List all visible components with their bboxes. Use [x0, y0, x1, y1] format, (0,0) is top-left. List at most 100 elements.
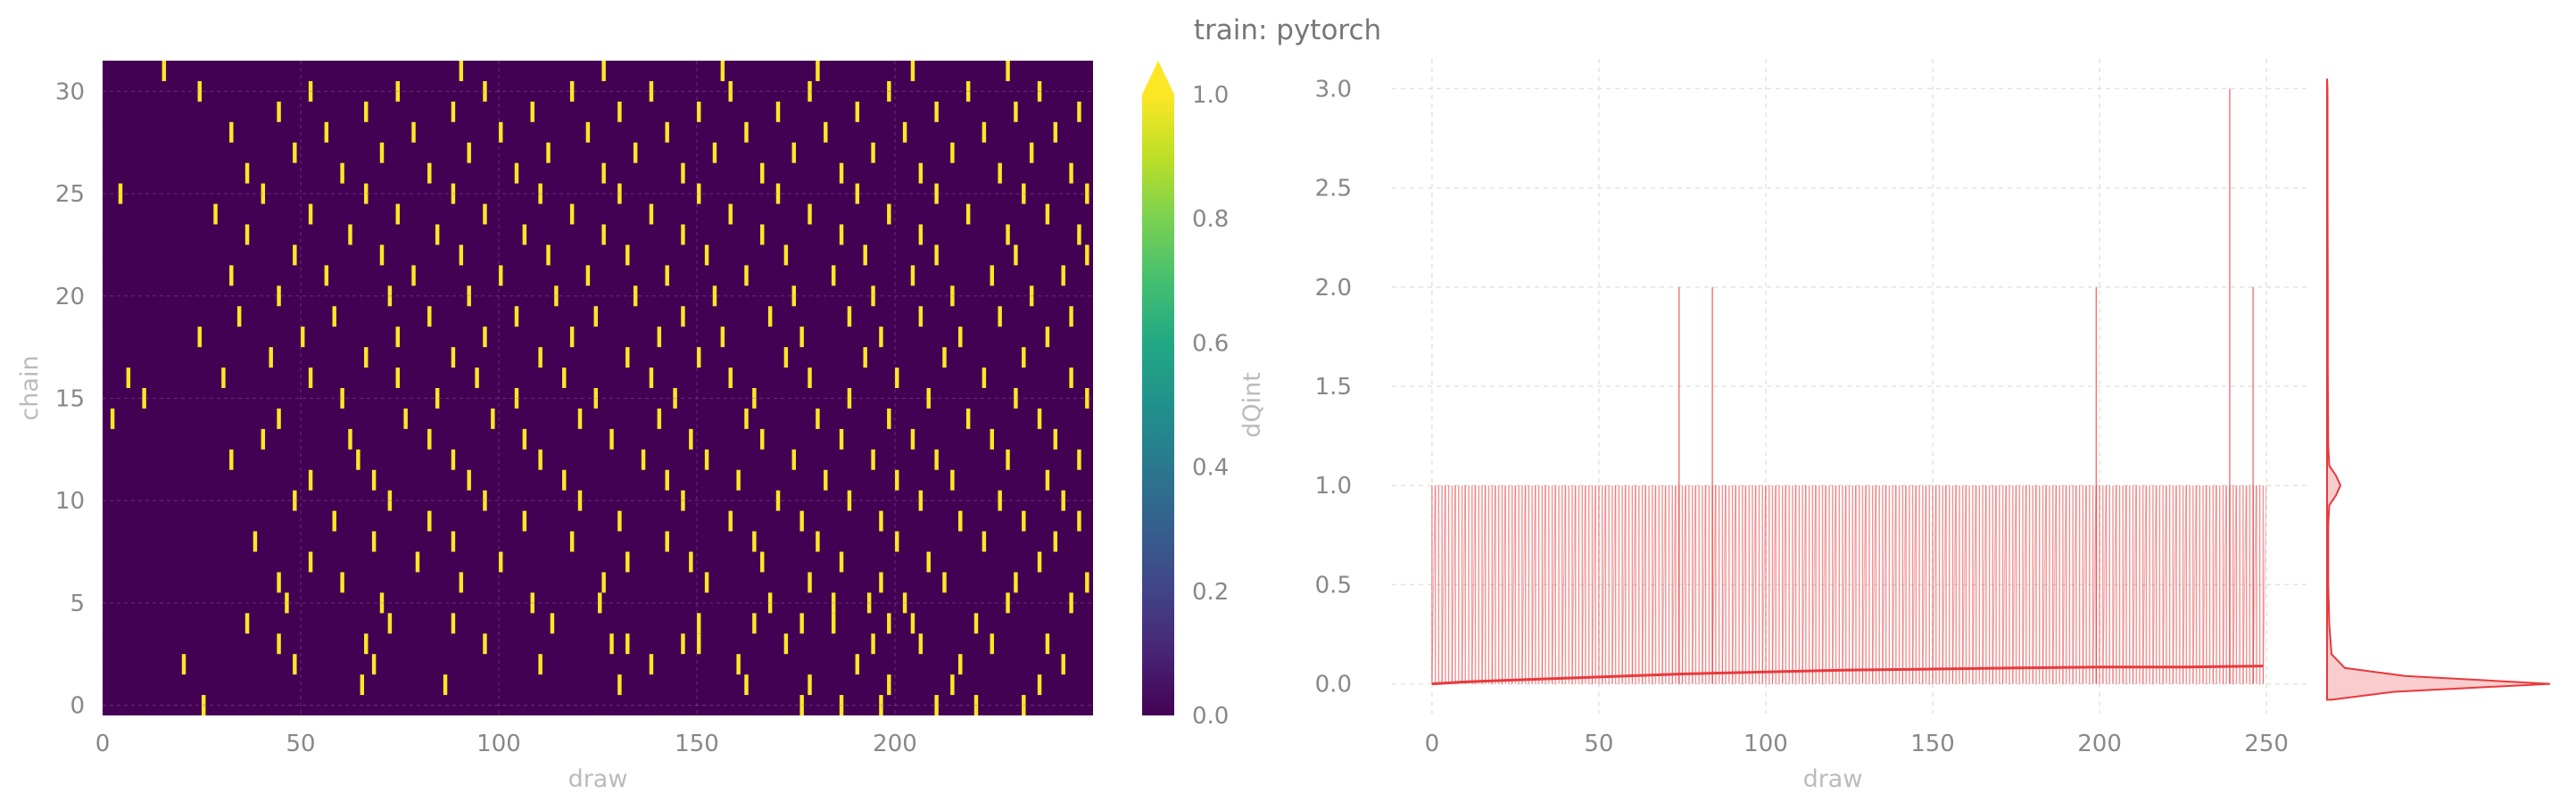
heatmap-cell [467, 469, 471, 491]
heatmap-cell [522, 224, 527, 245]
heatmap-cell [229, 121, 234, 143]
trace-line [2262, 485, 2267, 684]
trace-line [1621, 485, 1626, 684]
heatmap-cell [499, 551, 503, 573]
heatmap-cell [617, 510, 622, 532]
heatmap-cell [681, 490, 685, 511]
heatmap-cell [467, 142, 471, 163]
heatmap-cell [824, 469, 828, 491]
heatmap-cell [1069, 162, 1073, 184]
heatmap-cell [1061, 654, 1065, 675]
heatmap-cell [895, 368, 899, 388]
heatmap-cell [887, 203, 891, 225]
heatmap-cell [783, 633, 789, 655]
trace-line [1491, 485, 1496, 684]
heatmap-cell [808, 368, 812, 388]
trace-x-ticks: 0 50 100 150 200 250 [1425, 731, 2289, 757]
colorbar: 0.0 0.2 0.4 0.6 0.8 1.0 dQint [1142, 61, 1266, 730]
heatmap-x-tick-label: 100 [476, 731, 521, 757]
heatmap-cell [625, 633, 630, 655]
heatmap-cell [617, 183, 622, 204]
heatmap-cell [1014, 388, 1018, 409]
trace-line [2232, 485, 2237, 684]
heatmap-cell [839, 224, 844, 245]
heatmap-cell [1085, 244, 1089, 266]
heatmap-cell [577, 408, 583, 429]
trace-line [1462, 485, 1466, 684]
heatmap-cell [728, 203, 733, 225]
heatmap-cell [895, 531, 899, 552]
colorbar-tick-label: 0.6 [1192, 330, 1229, 357]
heatmap-cell [308, 80, 313, 102]
heatmap-cell [879, 695, 883, 715]
heatmap-cell [110, 408, 115, 429]
heatmap-cell [910, 428, 915, 450]
heatmap-cell [181, 654, 186, 675]
heatmap-cell [879, 572, 883, 593]
heatmap-cell [483, 203, 487, 225]
heatmap-cell [649, 80, 654, 102]
heatmap-cell [934, 101, 939, 122]
heatmap-cell [1077, 224, 1081, 245]
heatmap-cell [415, 551, 420, 573]
heatmap-cell [791, 142, 796, 163]
heatmap-cell [609, 633, 614, 655]
trace-x-label: draw [1803, 765, 1863, 793]
trace-line [1742, 485, 1746, 684]
heatmap-cell [403, 408, 408, 429]
heatmap-cell [712, 142, 717, 163]
heatmap-cell [950, 674, 955, 696]
heatmap-cell [649, 368, 654, 388]
heatmap-cell [213, 203, 218, 225]
heatmap-cell [118, 183, 123, 204]
trace-line [1631, 485, 1636, 684]
heatmap-cell [395, 203, 400, 225]
heatmap-cell [760, 162, 765, 184]
heatmap-cell [673, 388, 677, 409]
heatmap-y-tick-label: 20 [55, 284, 85, 310]
heatmap-cell [340, 388, 344, 409]
heatmap-cell [728, 510, 733, 532]
heatmap-cell [308, 203, 313, 225]
heatmap-cell [657, 326, 662, 348]
trace-line [1581, 485, 1586, 684]
heatmap-cell [348, 224, 352, 245]
heatmap-cell [569, 326, 575, 348]
heatmap-cell [831, 613, 836, 634]
heatmap-cell [1022, 510, 1026, 532]
heatmap-y-label: chain [16, 355, 44, 420]
heatmap-cell [601, 224, 606, 245]
heatmap-cell [665, 265, 669, 286]
heatmap-cell [229, 449, 234, 470]
heatmap-cell [244, 162, 250, 184]
heatmap-cell [752, 388, 757, 409]
trace-line [1962, 485, 1967, 684]
heatmap-cell [799, 326, 804, 348]
heatmap-cell [728, 368, 733, 388]
heatmap-cell [546, 142, 551, 163]
heatmap-cell [562, 368, 567, 388]
heatmap-cell [863, 347, 867, 368]
heatmap-cell [744, 408, 749, 429]
trace-line [2082, 485, 2087, 684]
heatmap-cell [459, 244, 464, 266]
trace-line [1842, 485, 1846, 684]
trace-line [1512, 485, 1516, 684]
trace-line [1771, 485, 1777, 684]
trace-line [1802, 485, 1806, 684]
heatmap-cell [324, 121, 329, 143]
heatmap-cell [625, 347, 630, 368]
heatmap-cell [942, 347, 947, 368]
heatmap-cell [902, 592, 907, 614]
trace-line [1951, 485, 1957, 684]
heatmap-cell [601, 162, 606, 184]
heatmap-x-tick-label: 0 [95, 731, 111, 757]
heatmap-cell [918, 306, 924, 327]
heatmap-cell [879, 510, 883, 532]
trace-line [1882, 485, 1886, 684]
heatmap-cell [760, 551, 765, 573]
heatmap-y-tick-label: 25 [55, 181, 85, 208]
trace-line [1892, 485, 1896, 684]
trace-line [1972, 485, 1976, 684]
heatmap-cell [965, 203, 971, 225]
